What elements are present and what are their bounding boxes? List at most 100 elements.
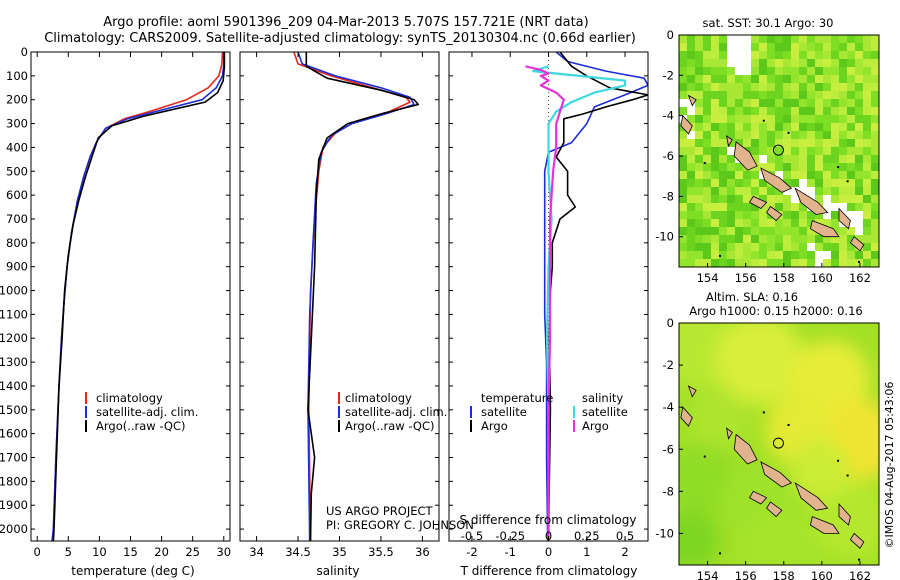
- sst-cell: [767, 251, 775, 259]
- sst-cell: [823, 83, 831, 91]
- sst-cell: [783, 91, 791, 99]
- sst-cell: [799, 75, 807, 83]
- sst-cell: [759, 51, 767, 59]
- sst-cell: [783, 51, 791, 59]
- sst-cell: [687, 211, 695, 219]
- sst-cell: [759, 35, 767, 43]
- sst-cell: [847, 67, 855, 75]
- x-tick-label: 35: [332, 545, 347, 559]
- sst-cell: [743, 131, 751, 139]
- map-x-tick-label: 156: [735, 271, 757, 285]
- island: [838, 502, 851, 526]
- sst-cell: [831, 67, 839, 75]
- coast-dot: [703, 455, 706, 458]
- sst-cell: [695, 259, 703, 267]
- sst-cell: [783, 259, 791, 267]
- sst-cell: [807, 35, 815, 43]
- sst-cell: [695, 67, 703, 75]
- sst-cell: [743, 227, 751, 235]
- sst-cell: [735, 51, 743, 59]
- sst-cell: [703, 203, 711, 211]
- sst-cell: [791, 131, 799, 139]
- sst-cell: [751, 171, 759, 179]
- sst-cell: [831, 187, 839, 195]
- sst-cell: [807, 163, 815, 171]
- map-y-tick-label: -10: [655, 526, 674, 540]
- sst-cell: [727, 115, 735, 123]
- sst-cell: [775, 163, 783, 171]
- sst-cell: [871, 251, 879, 259]
- sst-cell: [695, 131, 703, 139]
- map-x-tick-label: 162: [849, 569, 871, 580]
- island: [733, 433, 758, 465]
- sst-cell: [783, 139, 791, 147]
- sst-cell: [783, 179, 791, 187]
- sst-cell: [679, 179, 687, 187]
- sst-cell: [839, 107, 847, 115]
- sst-cell: [775, 91, 783, 99]
- sst-cell: [855, 131, 863, 139]
- sst-cell: [855, 219, 863, 227]
- sst-cell: [815, 195, 823, 203]
- sst-cell: [711, 99, 719, 107]
- sst-cell: [863, 75, 871, 83]
- sst-cell: [679, 91, 687, 99]
- sst-cell: [703, 99, 711, 107]
- credit-pi: PI: GREGORY C. JOHNSON: [326, 518, 474, 532]
- sst-cell: [751, 251, 759, 259]
- sst-cell: [727, 251, 735, 259]
- sst-cell: [767, 123, 775, 131]
- sst-cell: [711, 67, 719, 75]
- sst-cell: [719, 195, 727, 203]
- sst-cell: [735, 43, 743, 51]
- sst-cell: [863, 251, 871, 259]
- sst-cell: [767, 131, 775, 139]
- sst-cell: [871, 139, 879, 147]
- sst-cell: [807, 171, 815, 179]
- sst-cell: [871, 259, 879, 267]
- sst-cell: [703, 251, 711, 259]
- sst-cell: [727, 227, 735, 235]
- sst-cell: [743, 91, 751, 99]
- sst-cell: [807, 139, 815, 147]
- sst-cell: [783, 211, 791, 219]
- sst-cell: [719, 67, 727, 75]
- sst-map: [679, 35, 879, 267]
- sst-cell: [743, 35, 751, 43]
- x-tick-label: -1: [504, 545, 515, 559]
- sst-cell: [823, 115, 831, 123]
- sst-cell: [831, 131, 839, 139]
- sst-cell: [727, 155, 735, 163]
- sst-cell: [839, 195, 847, 203]
- sst-cell: [751, 91, 759, 99]
- sst-cell: [695, 75, 703, 83]
- sst-cell: [775, 83, 783, 91]
- legend-label: Argo(..raw -QC): [345, 419, 435, 433]
- sst-cell: [679, 147, 687, 155]
- sst-cell: [839, 123, 847, 131]
- y-tick-label: 1800: [0, 474, 28, 488]
- coast-dot: [719, 254, 721, 257]
- sst-cell: [743, 179, 751, 187]
- sst-cell: [719, 35, 727, 43]
- sst-cell: [791, 235, 799, 243]
- sst-cell: [807, 187, 815, 195]
- sst-cell: [759, 147, 767, 155]
- sla-blob: [679, 510, 720, 565]
- sst-cell: [695, 91, 703, 99]
- sst-cell: [815, 67, 823, 75]
- sst-cell: [687, 147, 695, 155]
- sst-cell: [775, 99, 783, 107]
- sst-cell: [695, 99, 703, 107]
- sst-cell: [783, 155, 791, 163]
- sst-cell: [871, 211, 879, 219]
- sst-cell: [871, 227, 879, 235]
- sst-cell: [799, 147, 807, 155]
- sst-cell: [679, 235, 687, 243]
- sst-cell: [695, 107, 703, 115]
- y-tick-label: 1300: [0, 355, 28, 369]
- sst-cell: [847, 171, 855, 179]
- sst-cell: [815, 163, 823, 171]
- sst-cell: [791, 227, 799, 235]
- sst-cell: [695, 139, 703, 147]
